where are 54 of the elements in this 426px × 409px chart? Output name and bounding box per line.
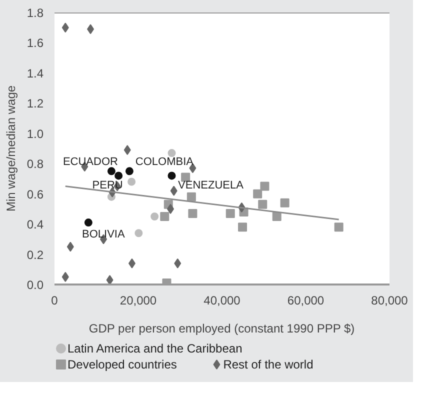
point: [87, 24, 94, 34]
point: [188, 208, 198, 218]
point: [226, 208, 235, 218]
x-tick-label: 0: [51, 294, 58, 308]
point: [62, 272, 69, 282]
point: [125, 167, 134, 176]
y-axis-title: Min wage/median wage: [4, 85, 18, 212]
point: [62, 22, 69, 33]
point: [114, 172, 123, 180]
annotation: BOLIVIA: [82, 228, 126, 241]
x-tick-label: 20,000: [120, 294, 157, 308]
x-tick-label: 60,000: [287, 294, 324, 308]
point: [260, 182, 270, 191]
point: [334, 222, 344, 232]
point: [166, 204, 174, 214]
point: [170, 186, 178, 196]
point: [150, 212, 159, 220]
y-tick-label: 1.0: [26, 126, 44, 141]
legend-label: Developed countries: [67, 358, 177, 372]
point: [238, 222, 248, 232]
x-tick-label: 80,000: [371, 294, 408, 308]
legend-label: Latin America and the Caribbean: [67, 342, 242, 356]
point: [128, 178, 136, 186]
point: [174, 258, 182, 268]
point: [106, 274, 114, 284]
point: [280, 198, 290, 208]
x-tick-label: 40,000: [204, 294, 241, 308]
y-tick-label: 1.2: [26, 96, 44, 111]
y-tick-label: 1.8: [26, 6, 44, 20]
point: [253, 189, 262, 198]
y-tick-label: 1.6: [26, 36, 44, 50]
y-tick-label: 0.4: [26, 218, 44, 232]
point: [168, 172, 176, 180]
x-axis-title: GDP per person employed (constant 1990 PPP $): [88, 322, 355, 336]
annotation: COLOMBIA: [135, 156, 194, 168]
point: [134, 229, 143, 238]
point: [107, 167, 116, 176]
annotation: ECUADOR: [62, 156, 118, 168]
point: [128, 258, 136, 268]
point: [272, 212, 282, 221]
point: [66, 242, 74, 252]
point: [186, 192, 196, 202]
point: [160, 212, 170, 221]
y-tick-label: 1.4: [26, 66, 44, 80]
y-tick-label: 0.2: [26, 248, 44, 262]
y-tick-label: 0.8: [26, 157, 44, 172]
legend-label: Rest of the world: [223, 358, 314, 372]
point: [168, 149, 176, 158]
point: [84, 218, 92, 227]
y-tick-label: 0.6: [26, 187, 44, 202]
point: [124, 145, 131, 156]
annotation: VENEZUELA: [178, 180, 244, 192]
point: [258, 200, 268, 209]
y-tick-label: 0.0: [26, 278, 44, 292]
